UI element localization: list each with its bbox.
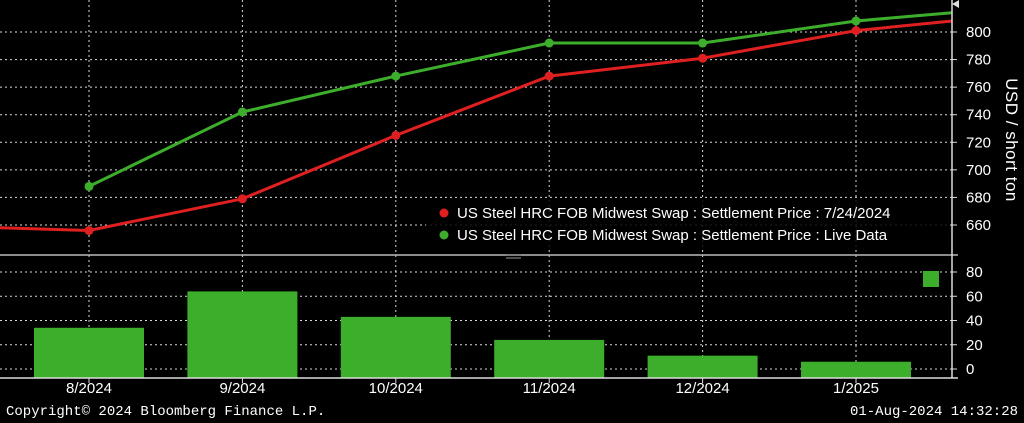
y-tick-label: 800 [966, 24, 991, 41]
bar [494, 339, 605, 378]
legend-marker-live [439, 230, 449, 240]
x-axis-ticks: 8/2024 9/2024 10/2024 11/2024 12/2024 1/2025 [66, 378, 879, 397]
y-tick-label: 20 [966, 337, 983, 354]
y-tick-label: 700 [966, 162, 991, 179]
y-tick-label: 660 [966, 217, 991, 234]
gridlines [0, 0, 952, 378]
legend-label-live: US Steel HRC FOB Midwest Swap : Settleme… [457, 227, 888, 244]
y-tick-label: 740 [966, 107, 991, 124]
legend-background [426, 199, 950, 249]
bar [801, 361, 911, 378]
data-point-settlement [237, 194, 247, 204]
line-chart [0, 11, 953, 236]
bar [647, 355, 758, 378]
data-point-settlement [391, 130, 401, 140]
x-tick-label: 12/2024 [675, 380, 729, 397]
panel-resize-handle[interactable] [506, 254, 521, 259]
series-line-live [88, 11, 953, 188]
legend-marker-settlement [439, 208, 449, 218]
data-point-live [698, 38, 708, 48]
x-tick-label: 8/2024 [66, 380, 112, 397]
series-line-settlement [0, 19, 953, 232]
data-point-settlement [544, 71, 554, 81]
bar-legend-marker [923, 271, 939, 287]
data-point-live [851, 16, 861, 26]
bar-chart [34, 291, 911, 378]
timestamp-text: 01-Aug-2024 14:32:28 [849, 404, 1018, 420]
y-tick-label: 760 [966, 79, 991, 96]
data-point-live [84, 181, 94, 191]
y-tick-label: 780 [966, 52, 991, 69]
y-axis-ticks-bottom: 0 20 40 60 80 [952, 264, 983, 378]
bar [340, 316, 451, 378]
x-tick-label: 10/2024 [369, 380, 423, 397]
data-point-settlement [84, 226, 94, 236]
y-tick-label: 680 [966, 189, 991, 206]
y-tick-label: 720 [966, 134, 991, 151]
data-point-live [544, 38, 554, 48]
y-axis-ticks-top: 660 680 700 720 740 760 780 800 [952, 0, 991, 234]
y-axis-title: USD / short ton [1002, 78, 1021, 202]
copyright-text: Copyright© 2024 Bloomberg Finance L.P. [6, 404, 326, 420]
data-point-live [391, 71, 401, 81]
y-axis-arrow [952, 0, 959, 8]
y-tick-label: 40 [966, 313, 983, 330]
data-point-settlement [851, 26, 861, 36]
data-point-settlement [698, 53, 708, 63]
bar [187, 291, 298, 378]
y-tick-label: 80 [966, 264, 983, 281]
y-tick-label: 0 [966, 361, 974, 378]
bar [34, 327, 144, 378]
data-point-live [237, 107, 247, 117]
legend: US Steel HRC FOB Midwest Swap : Settleme… [426, 199, 950, 249]
x-tick-label: 9/2024 [219, 380, 265, 397]
x-tick-label: 1/2025 [833, 380, 879, 397]
axes [0, 0, 958, 379]
x-tick-label: 11/2024 [523, 380, 576, 397]
y-tick-label: 60 [966, 288, 983, 305]
legend-label-settlement: US Steel HRC FOB Midwest Swap : Settleme… [457, 205, 891, 222]
